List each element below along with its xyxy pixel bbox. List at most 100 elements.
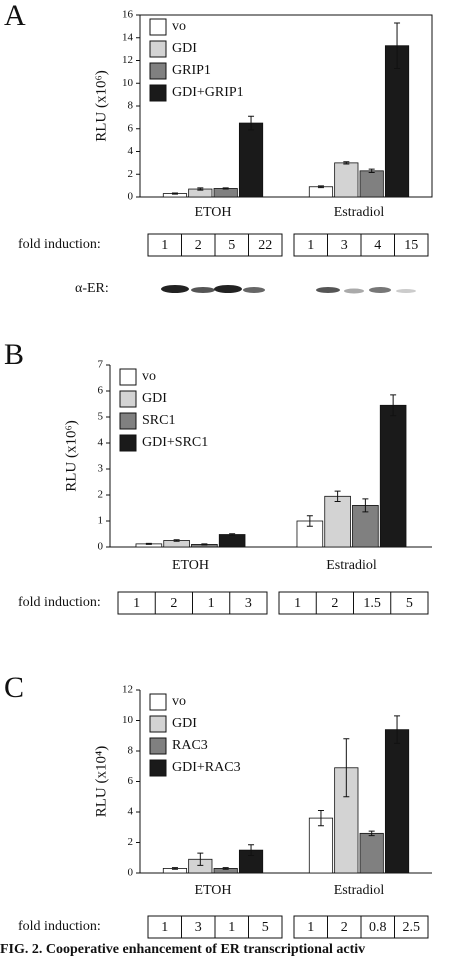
x-tick-label: ETOH (194, 205, 231, 220)
fold-label: fold induction: (18, 237, 101, 252)
fold-value: 3 (195, 920, 202, 935)
x-tick-label: Estradiol (334, 205, 385, 220)
fold-value: 1 (208, 596, 215, 611)
fold-value: 15 (404, 238, 418, 253)
legend-swatch (119, 412, 137, 430)
error-bar (317, 809, 324, 827)
error-bar (222, 867, 229, 870)
legend-swatch (149, 715, 167, 733)
y-tick-label: 0 (128, 867, 134, 879)
error-bar (362, 498, 369, 513)
y-tick-label: 0 (128, 191, 134, 203)
bar (359, 832, 384, 874)
legend-label: GDI (172, 716, 197, 731)
y-tick-label: 0 (98, 541, 104, 553)
error-bar (317, 185, 324, 189)
error-bar (368, 168, 375, 174)
y-tick-label: 14 (122, 31, 134, 43)
bar (218, 534, 246, 548)
bar (334, 162, 359, 198)
bar (213, 188, 238, 198)
y-tick-label: 2 (98, 489, 104, 501)
error-bar (394, 22, 401, 69)
fold-value: 5 (406, 596, 413, 611)
y-tick-label: 1 (98, 515, 104, 527)
y-tick-label: 6 (128, 122, 134, 134)
error-bar (197, 852, 204, 866)
error-bar (343, 738, 350, 798)
bar (324, 495, 351, 548)
fold-value: 2 (195, 238, 202, 253)
y-axis-label: RLU (x10⁴) (93, 746, 109, 817)
fold-value: 3 (341, 238, 348, 253)
legend-label: vo (172, 19, 186, 34)
error-bar (222, 187, 229, 190)
bar (359, 170, 384, 198)
panel-letter: A (4, 0, 26, 32)
fold-label: fold induction: (18, 595, 101, 610)
bar (238, 122, 264, 198)
fold-value: 1 (161, 238, 168, 253)
legend-swatch (149, 40, 167, 58)
y-tick-label: 4 (98, 437, 104, 449)
legend-label: GRIP1 (172, 63, 211, 78)
fold-value: 2 (341, 920, 348, 935)
error-bar (368, 830, 375, 837)
legend-swatch (119, 390, 137, 408)
fold-value: 2.5 (403, 920, 421, 935)
y-tick-label: 8 (128, 745, 134, 757)
fold-value: 2 (331, 596, 338, 611)
y-tick-label: 2 (128, 168, 134, 180)
error-bar (229, 533, 236, 536)
error-bar (145, 542, 152, 545)
error-bar (197, 187, 204, 191)
y-tick-label: 4 (128, 806, 134, 818)
y-tick-label: 2 (128, 836, 134, 848)
y-tick-label: 10 (122, 714, 134, 726)
fold-value: 1.5 (363, 596, 381, 611)
error-bar (394, 715, 401, 744)
y-tick-label: 7 (98, 359, 104, 371)
fold-value: 4 (374, 238, 381, 253)
error-bar (171, 192, 178, 195)
fold-value: 1 (294, 596, 301, 611)
fold-value: 1 (133, 596, 140, 611)
legend-label: RAC3 (172, 738, 208, 753)
x-tick-label: ETOH (194, 883, 231, 898)
legend-swatch (149, 693, 167, 711)
fold-value: 5 (228, 238, 235, 253)
y-tick-label: 6 (128, 775, 134, 787)
y-tick-label: 12 (122, 684, 133, 696)
blot-label: α-ER: (75, 281, 109, 296)
fold-value: 1 (307, 920, 314, 935)
fold-value: 1 (307, 238, 314, 253)
bar (308, 817, 334, 874)
fold-value: 2 (170, 596, 177, 611)
fold-value: 22 (258, 238, 272, 253)
panel-letter: C (4, 671, 24, 704)
fold-value: 3 (245, 596, 252, 611)
y-tick-label: 4 (128, 145, 134, 157)
legend-swatch (149, 84, 167, 102)
legend-swatch (119, 434, 137, 452)
bar (308, 186, 334, 198)
legend-label: vo (172, 694, 186, 709)
y-tick-label: 16 (122, 9, 134, 21)
error-bar (343, 161, 350, 165)
bar (384, 729, 410, 874)
bar (379, 404, 407, 548)
legend-label: GDI+GRIP1 (172, 85, 244, 100)
fold-value: 0.8 (369, 920, 387, 935)
error-bar (248, 115, 255, 131)
error-bar (334, 490, 341, 502)
panel-letter: B (4, 338, 24, 371)
y-tick-label: 3 (98, 463, 104, 475)
legend-swatch (149, 759, 167, 777)
error-bar (306, 515, 313, 527)
legend-swatch (149, 18, 167, 36)
y-tick-label: 6 (98, 385, 104, 397)
y-tick-label: 5 (98, 411, 104, 423)
y-tick-label: 8 (128, 100, 134, 112)
error-bar (171, 867, 178, 870)
